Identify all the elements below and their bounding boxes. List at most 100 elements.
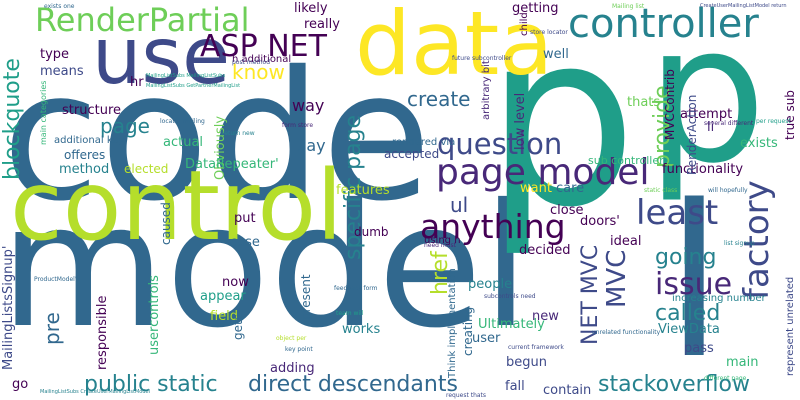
word-mls-getpartner: MailingListSubs GetPartnerMailingList [146,83,241,89]
word-li: li [707,120,715,135]
word-people: people [468,277,513,292]
word-mailinglistssignup: MailingListsSignup' [1,245,16,370]
word-question: question [437,127,563,161]
word-exists-one: exists one [44,3,75,10]
word-mvc: MVC [602,249,632,308]
word-renderpartial: RenderPartial [35,1,250,39]
word-user: user [472,331,501,346]
word-datarepeater: DataRepeater' [185,157,279,172]
word-blockquote: blockquote [0,58,25,180]
word-ul: ul [450,193,469,217]
word-current-framework: current framework [508,344,564,351]
word-mls-mls: MailingListSubs MailingListSubs [146,73,226,79]
word-new: new [532,309,559,324]
word-well: well [543,47,569,62]
word-getting: getting [512,1,559,16]
word-attempt: attempt [680,107,733,122]
word-dumb: dumb [354,225,389,239]
word-issue: issue [655,267,733,302]
word-structure: structure [62,103,121,118]
word-feedback-form: feedback form [334,285,378,292]
word-going: going [655,245,717,270]
word-mvccontrib: MVCContrib [663,69,677,140]
word-need-must: need must [424,242,457,249]
word-begun: begun [506,355,547,370]
word-child: child [519,12,530,36]
word-p-1: p [485,0,638,260]
word-request-thats: request thats [446,392,487,399]
word-createuser-return: CreateUserMailingListModel return [700,3,787,9]
word-will-hopefully: will hopefully [708,187,748,194]
word-different-page: different page [704,375,747,382]
word-create: create [407,87,471,111]
word-using-h: using h [424,235,461,246]
word-main: main [726,355,759,370]
word-works: works [342,322,381,337]
word-page: page [100,114,150,138]
word-public-static: public static [84,372,218,397]
word-responsible: responsible [95,295,110,370]
word-least: least [636,193,719,233]
word-adding: adding [270,361,315,376]
word-decided: decided [519,243,571,258]
word-close: close [550,203,584,218]
word-model: model [0,168,530,366]
word-thats: thats [627,95,661,110]
word-main-categories: main categories [39,80,48,145]
word-case: case [230,235,260,250]
word-arbitrary-bit: arbitrary bit [481,60,492,120]
word-increasing-number: increasing number [672,293,766,304]
word-subcontrols-need: subcontrols need [484,293,536,300]
word-post-method: post method [232,59,271,66]
word-hr: hr [130,75,144,90]
word-want: want [520,181,552,196]
word-productmodel: ProductModel' [34,276,77,283]
word-features: features [336,183,390,198]
word-pass: pass [684,341,714,356]
word-really: really [304,17,340,32]
word-pre: pre [40,312,64,345]
word-viewdata: ViewData [658,322,720,337]
word-elected: elected [124,162,169,176]
word-doors: doors' [580,214,620,229]
word-method: method [59,162,110,177]
word-rendered-via: rendered via [392,137,456,148]
word-put: put [234,211,256,226]
word-go: go [12,377,29,392]
word-ultimately: Ultimately [478,317,545,332]
word-say: say [298,136,326,155]
word-actual: actual [163,135,204,150]
word-locator-mailing: locator mailing [160,118,205,125]
word-gets: gets [231,314,245,340]
word-control: control [10,150,343,262]
word-way: way [292,96,325,115]
word-object-per: object per [276,335,307,342]
word-page-model: page model [436,152,650,193]
word-sub-controller: sub controller [588,154,664,167]
word-contain: contain [543,383,592,398]
word-l: l [665,160,724,400]
word-ideal: ideal [610,234,642,249]
word-caused: caused [159,202,173,245]
word-controller: controller [568,1,759,47]
word-static-class: static class [644,187,678,194]
word-use: use [92,12,231,102]
word-called: called [655,301,721,326]
word-key-point: key point [285,346,313,353]
word-offeres: offeres [64,148,106,162]
word-team-will: team will [336,310,364,317]
word-direct-descendants: direct descendants [248,372,458,397]
word-appear: appear [200,289,246,304]
word-h-additional: h additional [232,54,292,65]
word-code: code [2,33,432,240]
word-several-different: several different [704,120,754,127]
word-stackoverflow: stackoverflow [598,372,750,397]
word-data: data [355,0,554,95]
word-now: now [222,275,249,290]
word-likely: likely [294,1,328,16]
word-think-implementation: Think implementation [447,268,458,378]
word-means: means [40,64,84,79]
word-accepted: accepted [384,147,440,161]
word-form-store: form store [282,122,314,129]
word-care: care [556,181,585,196]
